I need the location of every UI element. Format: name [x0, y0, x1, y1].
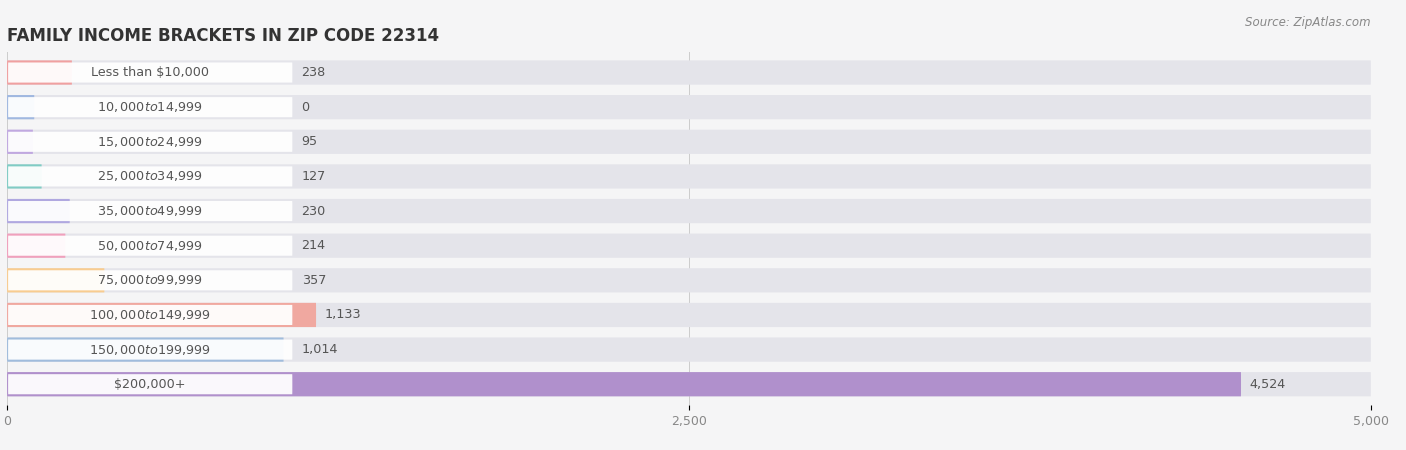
Text: 230: 230 [302, 205, 326, 217]
Text: $15,000 to $24,999: $15,000 to $24,999 [97, 135, 202, 149]
Text: 357: 357 [302, 274, 326, 287]
FancyBboxPatch shape [8, 374, 292, 394]
FancyBboxPatch shape [7, 234, 1371, 258]
Text: $50,000 to $74,999: $50,000 to $74,999 [97, 238, 202, 253]
FancyBboxPatch shape [7, 303, 316, 327]
FancyBboxPatch shape [8, 305, 292, 325]
Text: $200,000+: $200,000+ [114, 378, 186, 391]
Text: 95: 95 [302, 135, 318, 148]
FancyBboxPatch shape [7, 130, 1371, 154]
Text: 1,014: 1,014 [302, 343, 337, 356]
FancyBboxPatch shape [7, 164, 42, 189]
Text: $10,000 to $14,999: $10,000 to $14,999 [97, 100, 202, 114]
Text: $150,000 to $199,999: $150,000 to $199,999 [90, 342, 211, 356]
Text: 1,133: 1,133 [325, 308, 361, 321]
FancyBboxPatch shape [7, 60, 72, 85]
FancyBboxPatch shape [8, 270, 292, 290]
FancyBboxPatch shape [7, 164, 1371, 189]
FancyBboxPatch shape [7, 199, 1371, 223]
Text: $25,000 to $34,999: $25,000 to $34,999 [97, 170, 202, 184]
Text: $75,000 to $99,999: $75,000 to $99,999 [97, 273, 202, 287]
FancyBboxPatch shape [7, 268, 104, 292]
FancyBboxPatch shape [8, 166, 292, 186]
Text: Source: ZipAtlas.com: Source: ZipAtlas.com [1246, 16, 1371, 29]
Text: 127: 127 [302, 170, 326, 183]
FancyBboxPatch shape [7, 303, 1371, 327]
FancyBboxPatch shape [7, 95, 34, 119]
Text: $100,000 to $149,999: $100,000 to $149,999 [90, 308, 211, 322]
FancyBboxPatch shape [7, 338, 284, 362]
Text: $35,000 to $49,999: $35,000 to $49,999 [97, 204, 202, 218]
FancyBboxPatch shape [8, 132, 292, 152]
FancyBboxPatch shape [8, 63, 292, 82]
FancyBboxPatch shape [8, 236, 292, 256]
FancyBboxPatch shape [8, 201, 292, 221]
FancyBboxPatch shape [7, 268, 1371, 292]
FancyBboxPatch shape [7, 234, 66, 258]
FancyBboxPatch shape [7, 130, 32, 154]
FancyBboxPatch shape [7, 372, 1241, 396]
Text: FAMILY INCOME BRACKETS IN ZIP CODE 22314: FAMILY INCOME BRACKETS IN ZIP CODE 22314 [7, 27, 439, 45]
Text: 4,524: 4,524 [1249, 378, 1285, 391]
Text: 214: 214 [302, 239, 326, 252]
FancyBboxPatch shape [7, 199, 70, 223]
FancyBboxPatch shape [7, 338, 1371, 362]
Text: 238: 238 [302, 66, 326, 79]
FancyBboxPatch shape [8, 97, 292, 117]
FancyBboxPatch shape [7, 60, 1371, 85]
FancyBboxPatch shape [7, 95, 1371, 119]
FancyBboxPatch shape [8, 340, 292, 360]
FancyBboxPatch shape [7, 372, 1371, 396]
Text: 0: 0 [302, 101, 309, 114]
Text: Less than $10,000: Less than $10,000 [91, 66, 209, 79]
